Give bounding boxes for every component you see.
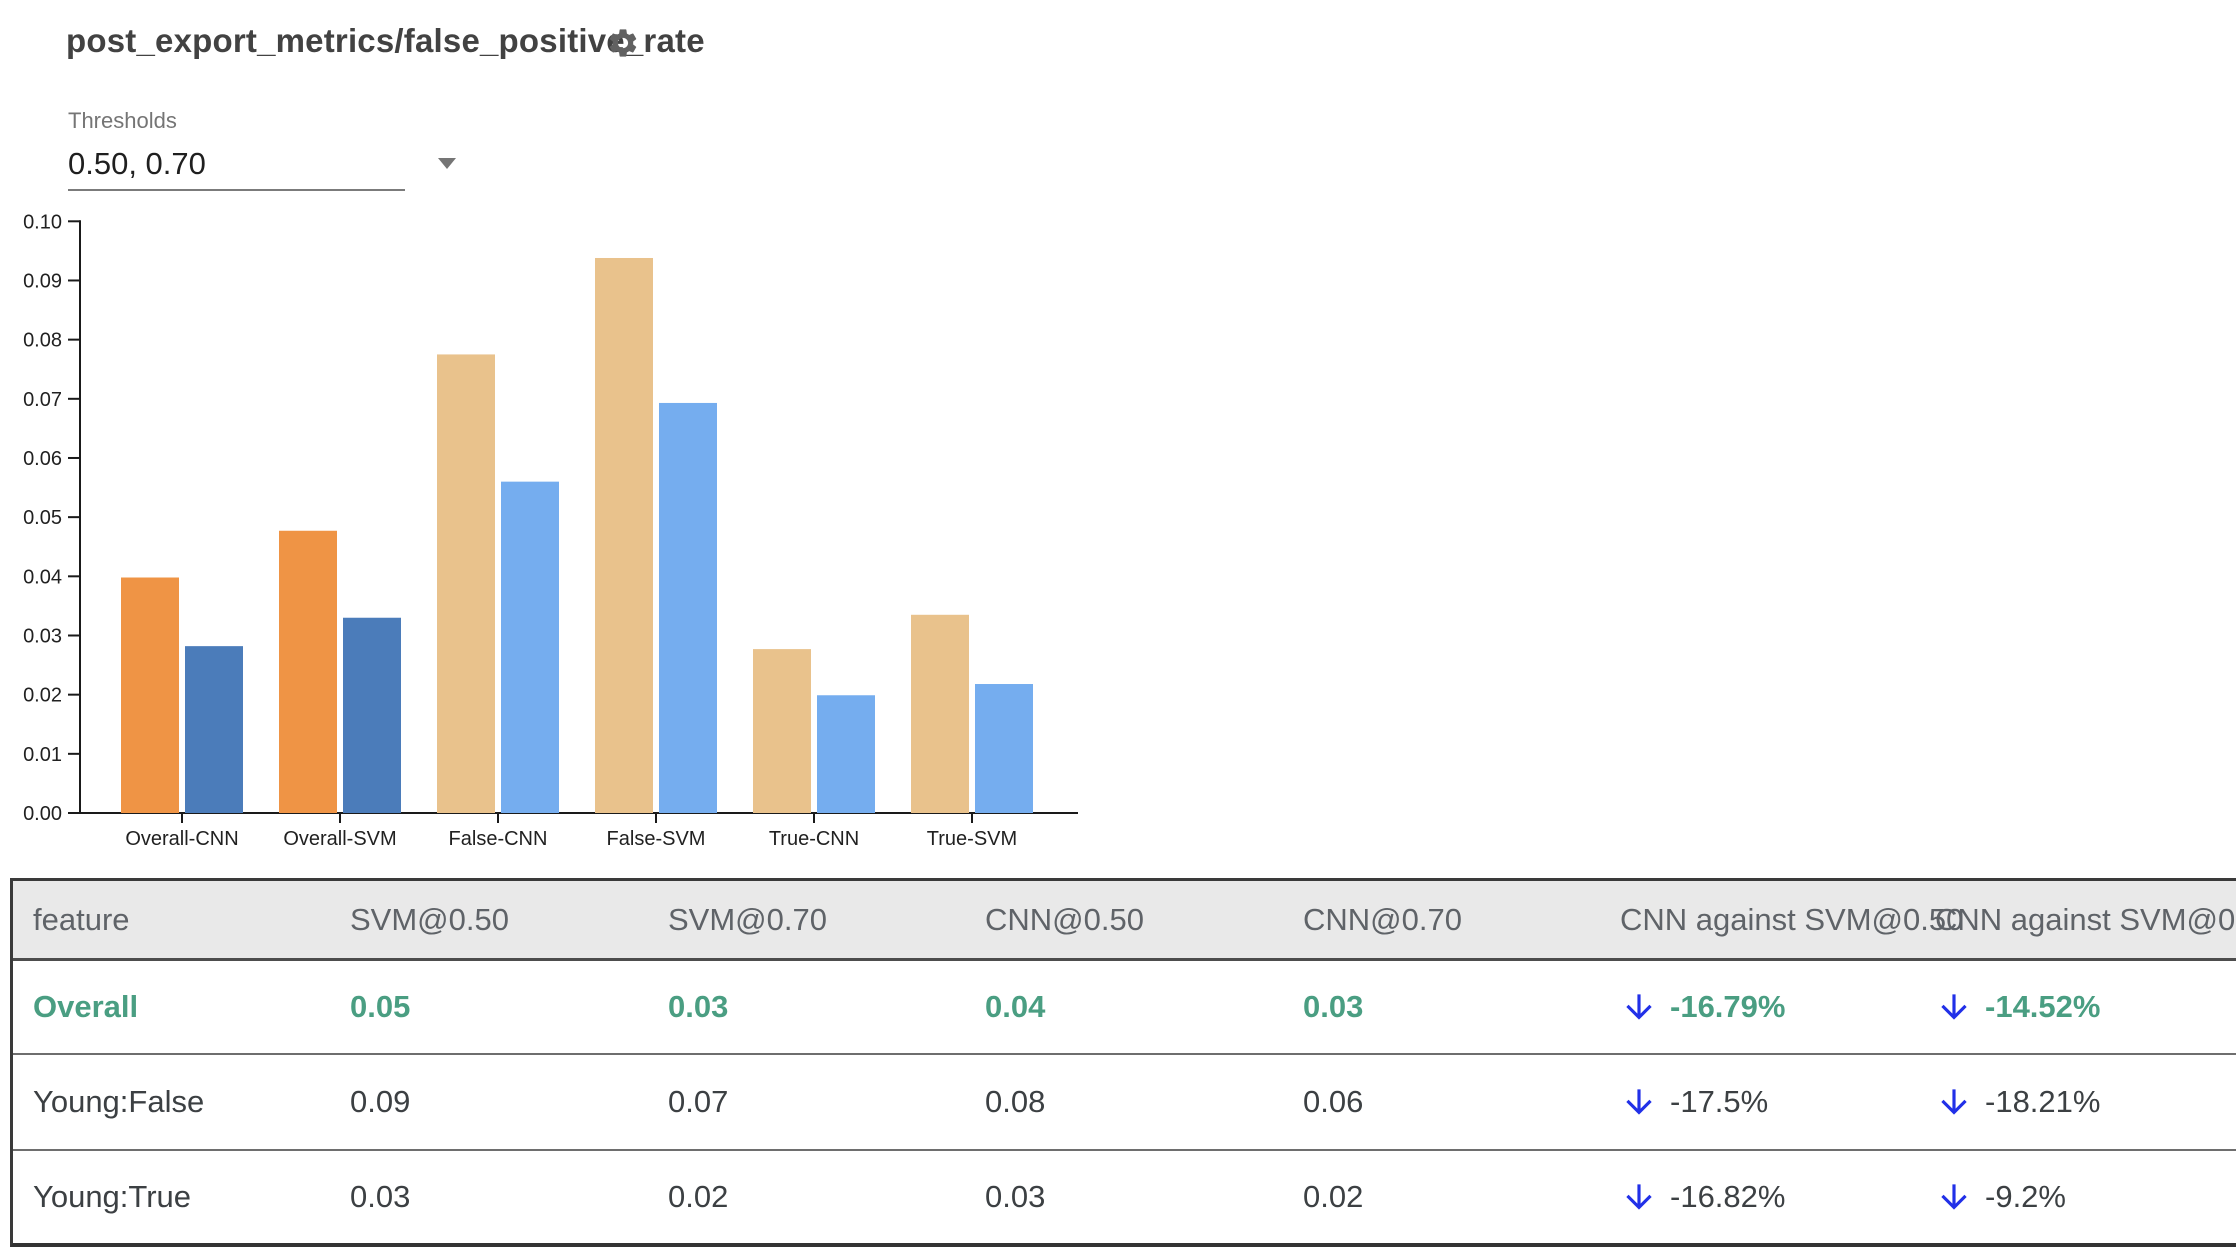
y-tick-label: 0.09 [23,270,62,292]
x-tick-label: True-CNN [769,828,859,850]
arrow-down-icon [1626,1184,1652,1210]
diff-value: -17.5% [1670,1084,1769,1119]
value-svm-070: 0.03 [668,989,729,1024]
col-header-cnn-070: CNN@0.70 [1303,901,1462,937]
y-tick-label: 0.05 [23,507,62,529]
bar-True-SVM-threshold-0.50[interactable] [911,614,969,813]
diff-value: -16.79% [1670,989,1786,1024]
feature-label: Young:False [33,1084,205,1119]
page-title: post_export_metrics/false_positive_rate [66,22,705,59]
diff-cnn-vs-svm-070: -14.52% [1935,988,2236,1026]
col-header-cnn-vs-svm-070: CNN against SVM@0.70 [1935,901,2236,937]
arrow-down-icon [1941,1184,1967,1210]
y-tick-label: 0.07 [23,389,62,411]
bar-True-CNN-threshold-0.50[interactable] [753,649,811,813]
value-cnn-070: 0.03 [1303,989,1364,1024]
bar-False-CNN-threshold-0.50[interactable] [437,354,495,813]
chevron-down-icon [438,158,456,169]
bar-chart: 0.00 0.01 0.02 0.03 0.04 0.05 0.06 0.07 0.08 0.09… [23,211,1078,850]
x-tick-label: False-CNN [449,828,548,850]
y-tick-label: 0.10 [23,211,62,233]
bar-False-SVM-threshold-0.50[interactable] [595,257,653,813]
value-cnn-050: 0.03 [985,1179,1046,1214]
y-tick-label: 0.04 [23,566,62,588]
table-row-young-true[interactable]: Young:True 0.03 0.02 0.03 0.02 -16.82% -… [13,1149,2236,1243]
bar-True-CNN-threshold-0.70[interactable] [817,695,875,813]
feature-label: Young:True [33,1179,191,1214]
y-tick-label: 0.08 [23,330,62,352]
y-tick-label: 0.03 [23,625,62,647]
gear-icon [609,29,637,57]
select-underline [68,189,405,191]
x-tick-label: Overall-SVM [283,828,396,850]
col-header-cnn-050: CNN@0.50 [985,901,1144,937]
diff-cnn-vs-svm-070: -18.21% [1935,1083,2236,1121]
value-cnn-070: 0.02 [1303,1179,1364,1214]
diff-value: -18.21% [1985,1084,2101,1119]
col-header-svm-050: SVM@0.50 [350,901,509,937]
value-svm-070: 0.02 [668,1179,729,1214]
y-tick-label: 0.06 [23,448,62,470]
diff-cnn-vs-svm-050: -17.5% [1620,1083,1935,1121]
diff-cnn-vs-svm-070: -9.2% [1935,1178,2236,1216]
table-header-row: feature SVM@0.50 SVM@0.70 CNN@0.50 CNN@0… [13,881,2236,961]
col-header-svm-070: SVM@0.70 [668,901,827,937]
metrics-table: feature SVM@0.50 SVM@0.70 CNN@0.50 CNN@0… [10,878,2236,1247]
bar-Overall-CNN-threshold-0.70[interactable] [185,646,243,813]
arrow-down-icon [1626,994,1652,1020]
arrow-down-icon [1941,1089,1967,1115]
diff-value: -16.82% [1670,1179,1786,1214]
value-cnn-050: 0.04 [985,989,1046,1024]
y-tick-label: 0.02 [23,685,62,707]
value-svm-070: 0.07 [668,1084,729,1119]
arrow-down-icon [1941,994,1967,1020]
col-header-feature: feature [33,901,130,937]
value-cnn-050: 0.08 [985,1084,1046,1119]
table-row-young-false[interactable]: Young:False 0.09 0.07 0.08 0.06 -17.5% -… [13,1053,2236,1149]
settings-gear-icon[interactable] [606,26,640,60]
bar-Overall-CNN-threshold-0.50[interactable] [121,577,179,813]
bar-Overall-SVM-threshold-0.70[interactable] [343,617,401,813]
diff-value: -14.52% [1985,989,2101,1024]
thresholds-label: Thresholds [68,108,177,133]
x-tick-label: Overall-CNN [125,828,238,850]
value-svm-050: 0.05 [350,989,411,1024]
arrow-down-icon [1626,1089,1652,1115]
table-row-overall[interactable]: Overall 0.05 0.03 0.04 0.03 -16.79% -14.… [13,961,2236,1053]
diff-value: -9.2% [1985,1179,2066,1214]
value-svm-050: 0.03 [350,1179,411,1214]
bar-False-SVM-threshold-0.70[interactable] [659,402,717,813]
y-tick-label: 0.01 [23,744,62,766]
feature-label: Overall [33,989,139,1024]
x-tick-label: False-SVM [607,828,706,850]
diff-cnn-vs-svm-050: -16.82% [1620,1178,1935,1216]
y-tick-label: 0.00 [23,803,62,825]
thresholds-value: 0.50, 0.70 [68,146,206,181]
col-header-cnn-vs-svm-050: CNN against SVM@0.50 [1620,901,1964,937]
x-tick-label: True-SVM [927,828,1017,850]
value-cnn-070: 0.06 [1303,1084,1364,1119]
bar-False-CNN-threshold-0.70[interactable] [501,481,559,813]
diff-cnn-vs-svm-050: -16.79% [1620,988,1935,1026]
bar-Overall-SVM-threshold-0.50[interactable] [279,530,337,813]
thresholds-select[interactable]: Thresholds 0.50, 0.70 [68,108,456,200]
value-svm-050: 0.09 [350,1084,411,1119]
bar-True-SVM-threshold-0.70[interactable] [975,684,1033,813]
